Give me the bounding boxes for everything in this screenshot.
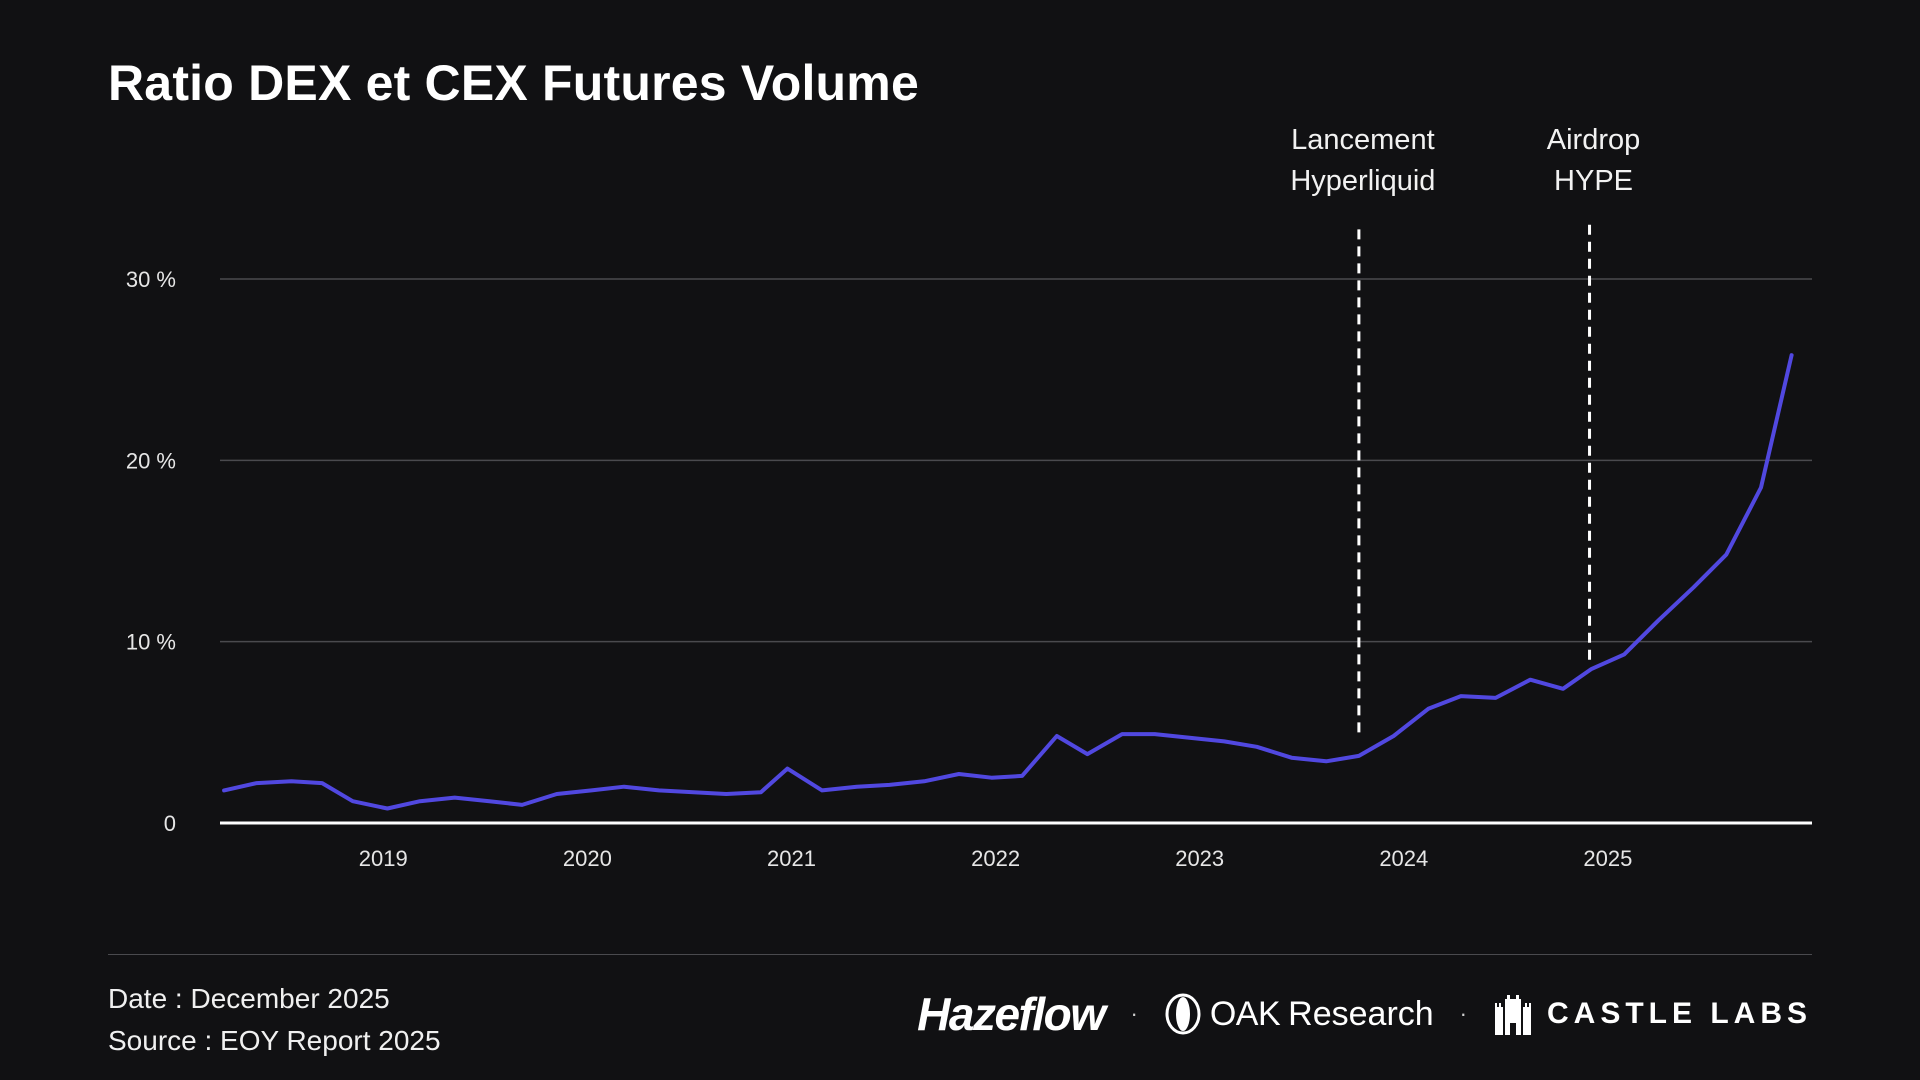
oak-logo-text-a: OAK — [1209, 994, 1281, 1033]
series-group — [222, 353, 1794, 811]
x-tick-label: 2025 — [1583, 846, 1632, 871]
footer-date: Date : December 2025 — [108, 983, 390, 1014]
y-tick-label: 10 % — [126, 630, 176, 655]
annotation-label: Airdrop — [1547, 124, 1641, 156]
y-tick-label: 20 % — [126, 448, 176, 473]
footer-divider — [108, 954, 1812, 955]
y-tick-label: 30 % — [126, 267, 176, 292]
oak-leaf-icon — [1165, 993, 1201, 1035]
castle-labs-logo: CASTLE LABS — [1493, 993, 1812, 1035]
castle-icon — [1495, 995, 1531, 1035]
x-tick-label: 2020 — [563, 846, 612, 871]
logo-separator: · — [1459, 1001, 1467, 1026]
annotation-label: Lancement — [1291, 124, 1435, 156]
castle-logo-text: CASTLE LABS — [1547, 997, 1812, 1030]
annotation-label: Hyperliquid — [1290, 165, 1435, 197]
chart-title: Ratio DEX et CEX Futures Volume — [108, 55, 919, 111]
partner-logos: Hazeflow · OAK Research · CASTLE LABS — [917, 986, 1812, 1042]
series-line — [222, 353, 1794, 811]
oak-research-logo: OAK Research — [1164, 993, 1434, 1035]
x-tick-label: 2022 — [971, 846, 1020, 871]
x-tick-label: 2023 — [1175, 846, 1224, 871]
footer-source: Source : EOY Report 2025 — [108, 1025, 441, 1056]
oak-logo-text-b: Research — [1288, 994, 1434, 1033]
grid-lines — [220, 278, 1812, 643]
hazeflow-logo: Hazeflow — [917, 988, 1106, 1040]
logo-separator: · — [1130, 1001, 1138, 1026]
footer-meta: Date : December 2025 Source : EOY Report… — [108, 978, 441, 1062]
x-axis-ticks: 2019 2020 2021 2022 2023 2024 2025 — [359, 846, 1633, 871]
x-tick-label: 2019 — [359, 846, 408, 871]
x-tick-label: 2021 — [767, 846, 816, 871]
annotations: Lancement Hyperliquid Airdrop HYPE — [1290, 124, 1641, 733]
annotation-label: HYPE — [1554, 165, 1633, 197]
x-tick-label: 2024 — [1379, 846, 1428, 871]
line-chart: 010 %20 %30 % 2019 2020 2021 2022 2023 2024 20… — [126, 124, 1812, 871]
y-axis-ticks: 0 10 % 20 % 30 % — [126, 267, 176, 836]
y-tick-label: 0 — [164, 811, 176, 836]
